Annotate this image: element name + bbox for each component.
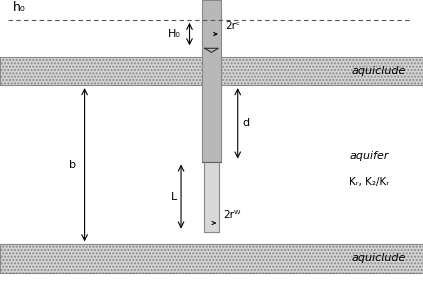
Bar [204,162,219,231]
Text: aquiclude: aquiclude [352,66,406,76]
Bar [0,244,423,273]
Text: L: L [170,191,177,202]
Text: aquiclude: aquiclude [352,253,406,264]
Text: h₀: h₀ [13,1,25,14]
Text: aquifer: aquifer [350,151,389,161]
Text: b: b [69,160,76,170]
Text: Kᵣ, K₂/Kᵣ: Kᵣ, K₂/Kᵣ [349,177,389,187]
Bar [0,57,423,85]
Text: d: d [242,118,249,128]
Bar [202,0,221,162]
Text: 2rᶜ: 2rᶜ [225,21,240,31]
Text: 2rᵂ: 2rᵂ [223,210,241,220]
Text: H₀: H₀ [168,29,181,39]
